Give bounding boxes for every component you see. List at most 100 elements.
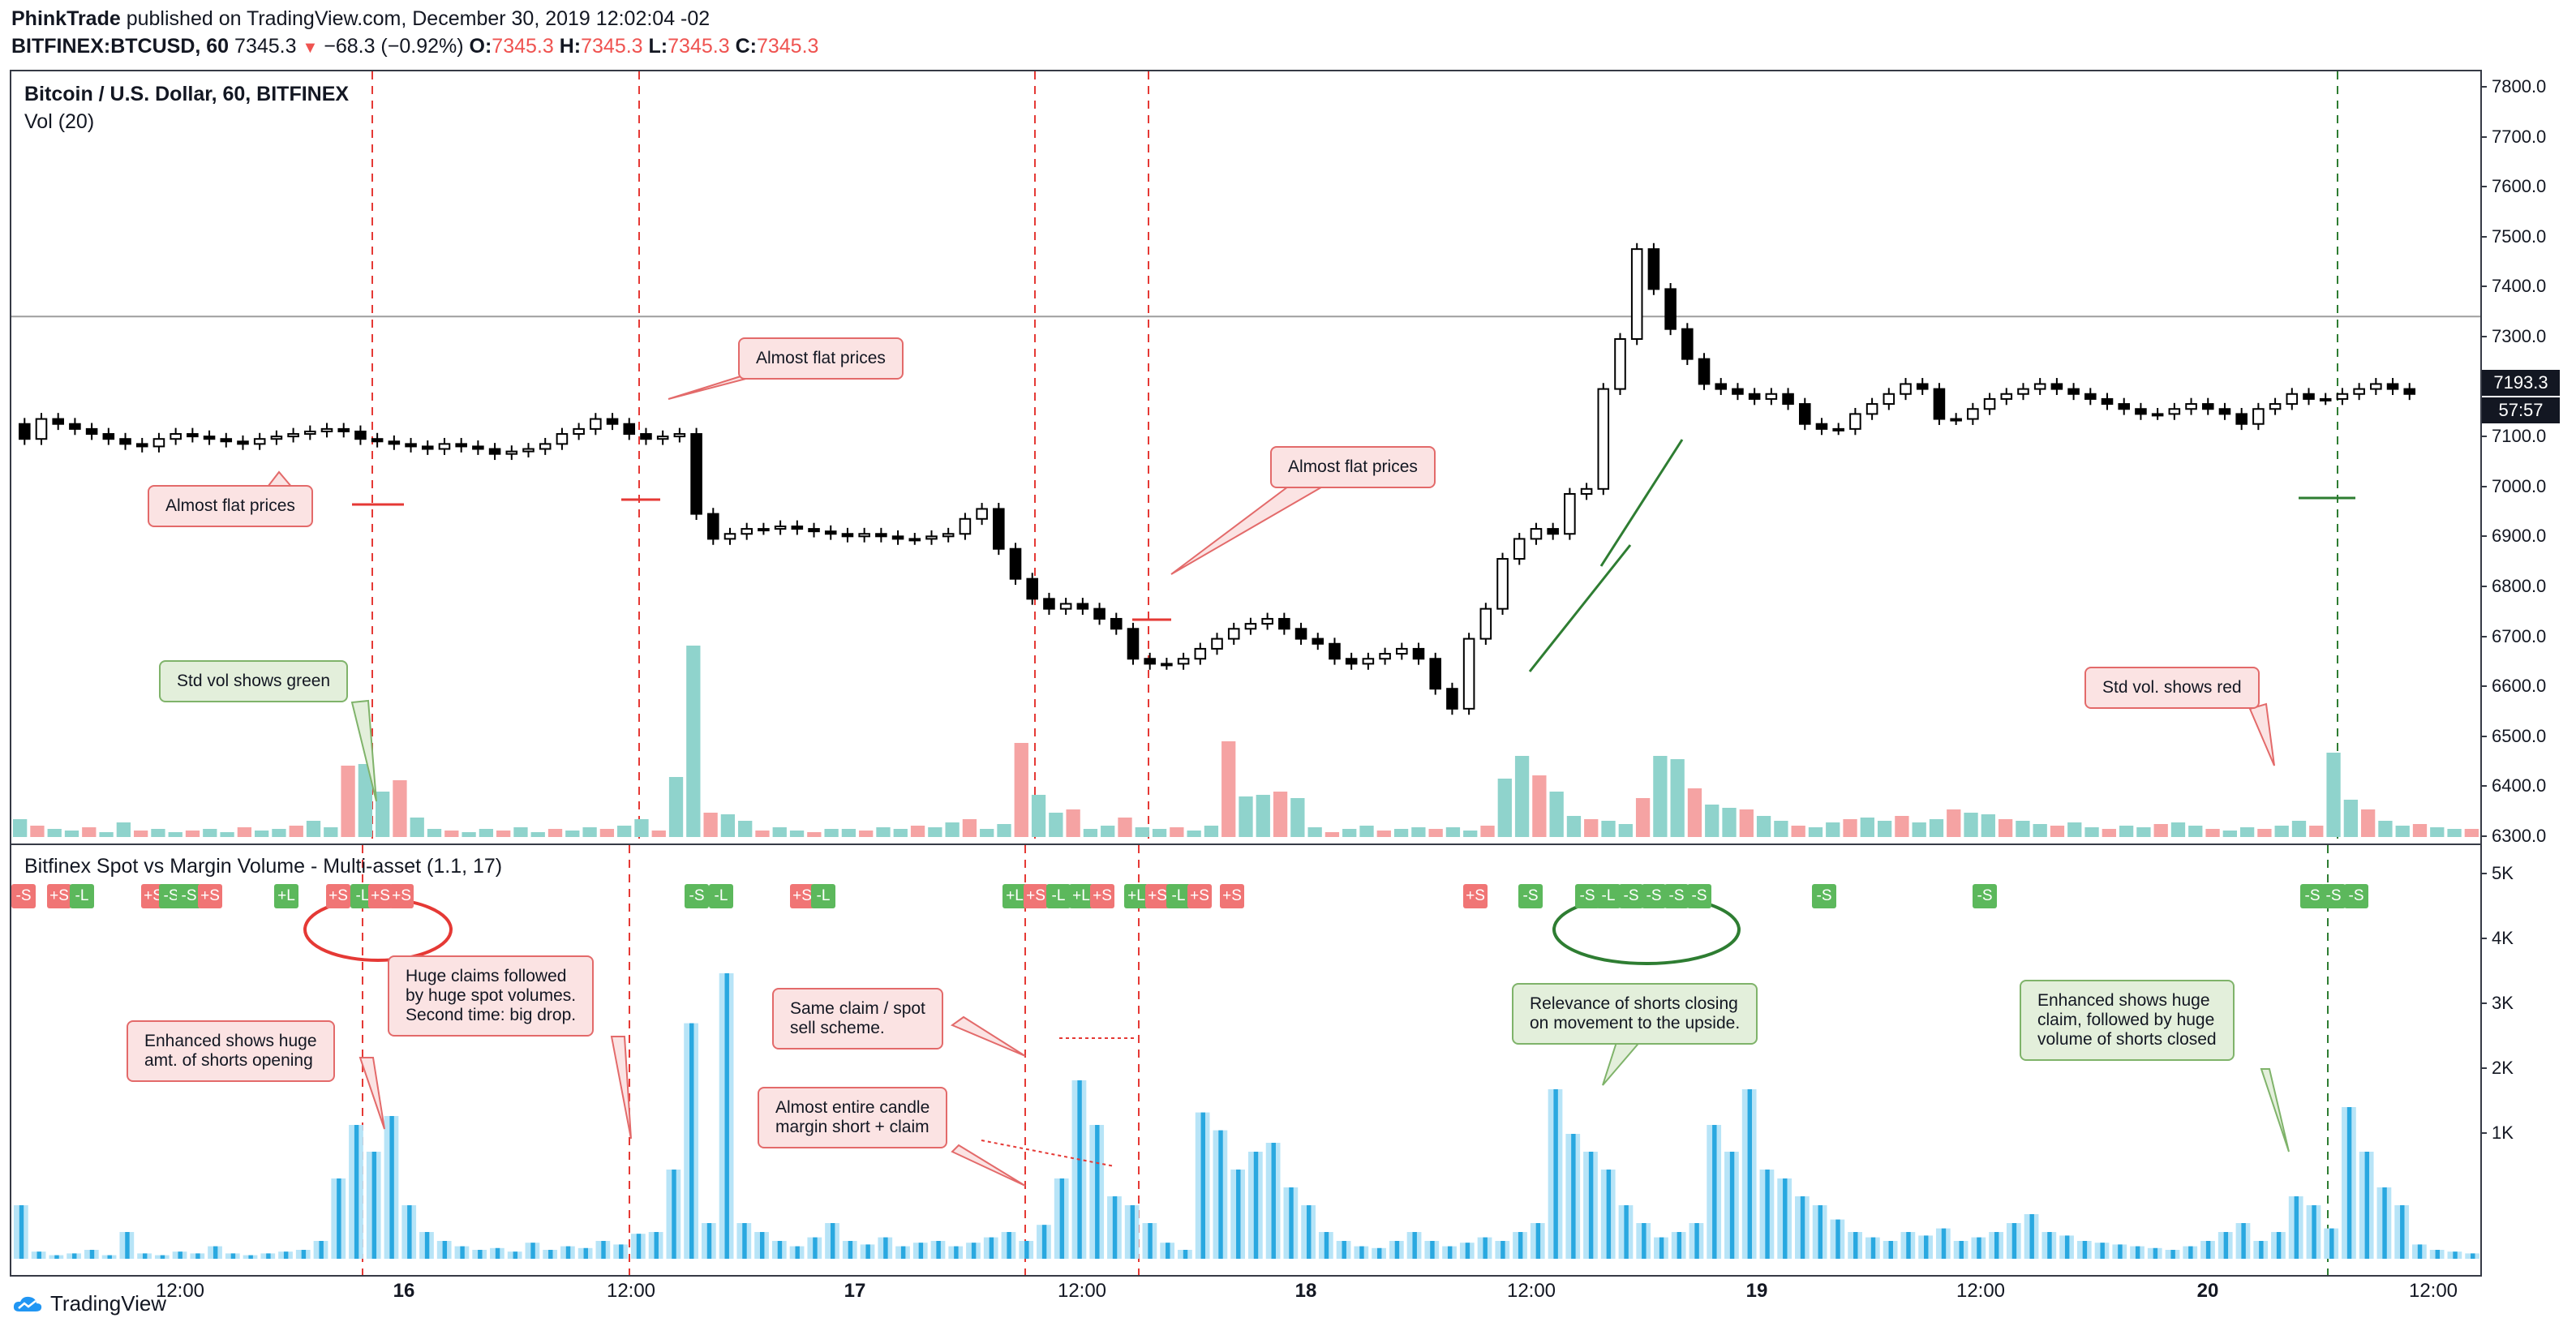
volume-bar (1187, 831, 1201, 837)
candle-body (824, 530, 837, 535)
spot-volume-bar (1112, 1196, 1118, 1259)
callout-huge-claims: Huge claims followed by huge spot volume… (388, 955, 595, 1037)
indicator-pane[interactable]: Bitfinex Spot vs Margin Volume - Multi-a… (10, 843, 2482, 1277)
volume-bar (1152, 829, 1167, 837)
candle-body (707, 513, 719, 540)
spot-volume-bar (2064, 1235, 2070, 1259)
candle-body (590, 418, 602, 430)
volume-bar (720, 814, 736, 837)
candle-body (1479, 607, 1492, 640)
spot-volume-bar (337, 1178, 341, 1259)
spot-volume-bar (2400, 1205, 2405, 1259)
signal-flag: +S (47, 884, 71, 908)
candle-body (1983, 397, 1996, 410)
candle-body (1681, 328, 1694, 360)
candle-body (2050, 383, 2063, 390)
spot-volume-bar (1359, 1246, 1364, 1259)
signal-flag: +S (1220, 884, 1244, 908)
candle-body (1345, 658, 1358, 665)
spot-volume-bar (2223, 1232, 2229, 1259)
volume-bar (2360, 809, 2376, 837)
spot-volume-bar (1959, 1241, 1964, 1259)
callout-tail (2260, 1068, 2290, 1153)
signal-flag: -L (1596, 884, 1621, 908)
price-pane[interactable]: Bitcoin / U.S. Dollar, 60, BITFINEX Vol … (10, 70, 2482, 847)
symbol-name[interactable]: BITFINEX:BTCUSD, 60 (11, 35, 230, 58)
signal-flag: +S (1463, 884, 1488, 908)
spot-volume-bar (1765, 1170, 1770, 1259)
volume-bar (1066, 809, 1080, 837)
signal-flag: +S (198, 884, 222, 908)
candle-body (976, 508, 988, 520)
candle-body (237, 440, 249, 445)
volume-bar (876, 827, 891, 837)
candle-body (993, 508, 1005, 550)
volume-bar (1843, 819, 1857, 837)
spot-volume-bar (2435, 1250, 2440, 1259)
volume-bar (1480, 826, 1495, 837)
candle-body (388, 440, 401, 445)
volume-bar (462, 832, 476, 837)
volume-bar (272, 829, 286, 837)
spot-volume-bar (795, 1246, 800, 1259)
volume-bar (599, 829, 615, 837)
indicator-title: Bitfinex Spot vs Margin Volume - Multi-a… (24, 855, 503, 878)
spot-volume-bar (1677, 1232, 1682, 1259)
open-label: O: (469, 35, 492, 58)
spot-volume-bar (213, 1246, 218, 1259)
candle-body (85, 427, 98, 436)
spot-volume-bar (1412, 1232, 1417, 1259)
volume-bar (1135, 827, 1149, 837)
volume-bar (997, 824, 1011, 837)
volume-bar (1722, 808, 1737, 837)
price-axis[interactable]: 7800.07700.07600.07500.07400.07300.07200… (2479, 70, 2576, 846)
author-name[interactable]: PhinkTrade (11, 7, 121, 30)
spot-volume-bar (1200, 1112, 1205, 1259)
candle-body (2235, 413, 2248, 425)
volume-bar (376, 792, 390, 837)
volume-axis[interactable]: 5K 4K 3K 2K 1K (2480, 843, 2576, 1273)
spot-volume-bar (424, 1232, 430, 1259)
candle-body (1916, 383, 1929, 390)
volume-bar (893, 829, 908, 837)
candle-body (1127, 628, 1140, 660)
price-chart-canvas[interactable] (11, 71, 2480, 845)
spot-volume-bar (1307, 1205, 1312, 1259)
spot-volume-bar (672, 1170, 676, 1259)
spot-volume-bar (724, 973, 729, 1259)
candle-body (1798, 403, 1811, 425)
spot-volume-bar (2453, 1251, 2458, 1259)
spot-volume-bar (1394, 1241, 1400, 1259)
spot-volume-bar (1747, 1089, 1753, 1259)
spot-volume-bar (1924, 1235, 1929, 1259)
candle-body (1967, 408, 1979, 420)
spot-volume-bar (354, 1125, 359, 1259)
spot-volume-bar (2153, 1247, 2158, 1259)
volume-bar (1273, 792, 1288, 837)
candle-body (270, 436, 283, 440)
candle-body (1900, 383, 1912, 395)
volume-tick-label: 2K (2480, 1058, 2514, 1078)
spot-volume-bar (1606, 1170, 1612, 1259)
candle-body (2000, 393, 2013, 400)
volume-bar (1791, 826, 1805, 837)
tradingview-footer[interactable]: TradingView (11, 1291, 166, 1316)
spot-volume-bar (848, 1241, 853, 1259)
candle-body (841, 533, 854, 538)
volume-bar (1877, 821, 1892, 837)
spot-volume-bar (1501, 1241, 1505, 1259)
volume-bar (47, 829, 62, 837)
candle-body (1664, 288, 1677, 330)
candle-body (337, 427, 350, 432)
spot-volume-bar (72, 1253, 77, 1259)
volume-bar (2395, 826, 2410, 837)
callout-std-vol-green: Std vol shows green (159, 660, 349, 702)
volume-bar (2153, 824, 2168, 837)
spot-volume-bar (1835, 1219, 1840, 1259)
tradingview-brand: TradingView (50, 1291, 167, 1316)
time-tick-label: 12:00 (1506, 1280, 1556, 1302)
time-axis[interactable]: 12:00 16 12:00 17 12:00 18 12:00 19 12:00 20 12:00 (10, 1275, 2479, 1307)
spot-volume-bar (565, 1246, 571, 1259)
price-tick-label: 6600.0 (2479, 676, 2547, 697)
spot-volume-bar (142, 1253, 148, 1259)
